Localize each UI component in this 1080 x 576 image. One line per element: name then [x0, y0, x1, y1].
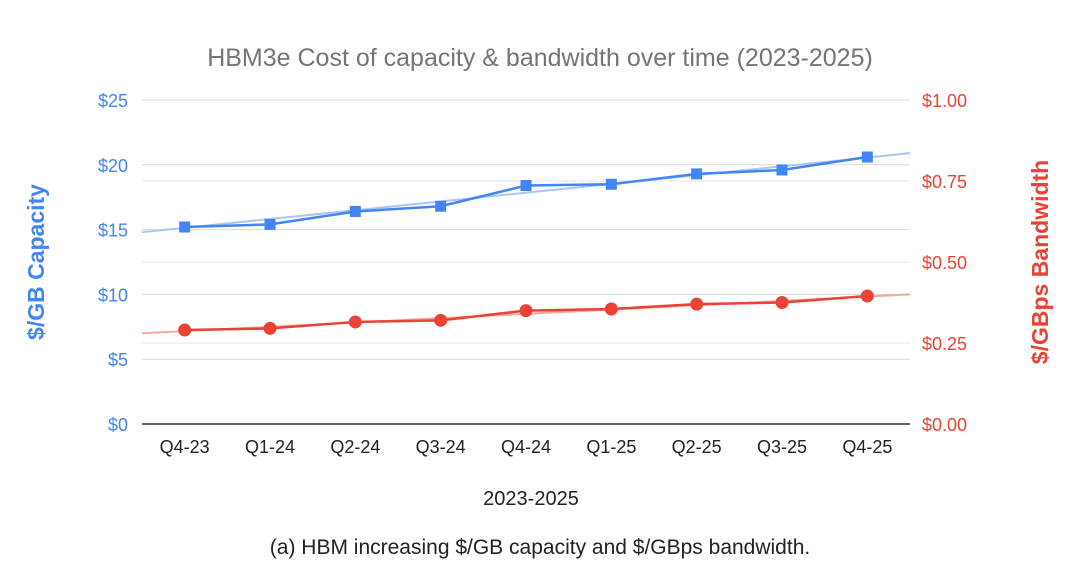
right-tick-label: $1.00 [922, 91, 967, 111]
data-point [519, 304, 533, 318]
x-tick-label: Q3-25 [757, 437, 807, 457]
data-point [776, 164, 788, 176]
data-point [179, 221, 191, 233]
left-tick-label: $15 [98, 221, 128, 241]
left-axis-label: $/GB Capacity [23, 184, 49, 340]
series-capacity [141, 151, 911, 234]
gridlines [142, 99, 910, 425]
right-tick-label: $0.75 [922, 172, 967, 192]
data-point [348, 315, 362, 329]
left-axis-ticks: $0 $5 $10 $15 $20 $25 [98, 91, 128, 435]
x-tick-label: Q1-25 [586, 437, 636, 457]
data-point [690, 297, 704, 311]
data-point [605, 178, 617, 190]
data-point [178, 323, 192, 337]
data-point [434, 313, 448, 327]
right-axis-label: $/GBps Bandwidth [1027, 160, 1053, 364]
data-point [775, 296, 789, 309]
left-tick-label: $5 [108, 350, 128, 370]
right-tick-label: $0.00 [922, 415, 967, 435]
data-point [520, 180, 532, 192]
chart: HBM3e Cost of capacity & bandwidth over … [23, 44, 1053, 510]
left-tick-label: $10 [98, 285, 128, 305]
series-layer [141, 151, 911, 337]
left-tick-label: $20 [98, 156, 128, 176]
data-point [861, 151, 873, 163]
data-point [264, 218, 276, 230]
left-tick-label: $0 [108, 415, 128, 435]
x-tick-label: Q4-25 [842, 437, 892, 457]
data-point [860, 289, 874, 303]
x-tick-label: Q1-24 [245, 437, 295, 457]
x-tick-label: Q4-24 [501, 437, 551, 457]
series-bandwidth [141, 289, 911, 337]
x-tick-label: Q2-24 [330, 437, 380, 457]
data-point [349, 205, 361, 217]
right-axis-ticks: $0.00 $0.25 $0.50 $0.75 $1.00 [922, 91, 967, 435]
x-tick-label: Q3-24 [416, 437, 466, 457]
right-tick-label: $0.50 [922, 253, 967, 273]
data-point [691, 168, 703, 180]
data-point [435, 200, 447, 212]
x-axis-label: 2023-2025 [483, 488, 579, 510]
chart-title: HBM3e Cost of capacity & bandwidth over … [207, 44, 873, 72]
x-tick-label: Q2-25 [672, 437, 722, 457]
data-point [604, 302, 618, 316]
right-tick-label: $0.25 [922, 334, 967, 354]
x-tick-label: Q4-23 [160, 437, 210, 457]
figure-caption: (a) HBM increasing $/GB capacity and $/G… [269, 536, 811, 559]
left-tick-label: $25 [98, 91, 128, 111]
x-axis-ticks: Q4-23 Q1-24 Q2-24 Q3-24 Q4-24 Q1-25 Q2-25 Q3-25… [160, 437, 893, 457]
data-point [263, 321, 277, 335]
